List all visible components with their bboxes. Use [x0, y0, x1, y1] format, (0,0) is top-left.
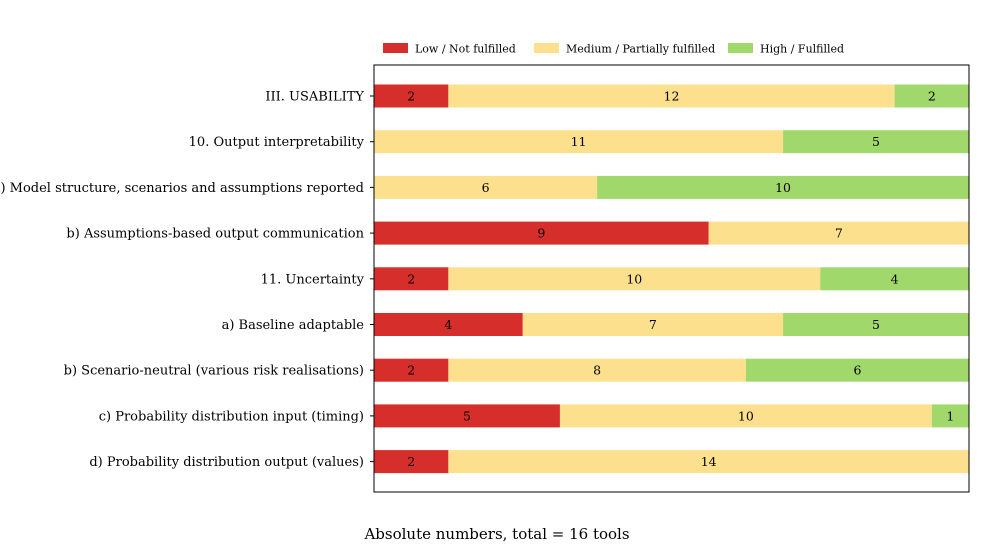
legend-swatch: [383, 43, 408, 53]
y-tick-label: 11. Uncertainty: [261, 272, 365, 287]
bar-value-label: 10: [775, 180, 791, 195]
bar-value-label: 6: [482, 180, 490, 195]
bar-segment: [374, 358, 449, 382]
bar-segment: [374, 450, 449, 474]
bar-segment: [448, 358, 746, 382]
legend-label: High / Fulfilled: [760, 43, 844, 56]
bar-value-label: 2: [928, 89, 936, 104]
bar-value-label: 10: [626, 271, 642, 286]
bar-segment: [374, 267, 449, 291]
bar-value-label: 2: [407, 89, 415, 104]
bar-segment: [783, 130, 969, 154]
bar-segment: [522, 313, 784, 336]
bar-segment: [559, 404, 932, 428]
y-tick-label: c) Probability distribution input (timin…: [99, 409, 364, 424]
legend-label: Low / Not fulfilled: [415, 43, 516, 56]
bar-value-label: 5: [872, 134, 880, 149]
legend-swatch: [728, 43, 753, 53]
y-tick-label: b) Scenario-neutral (various risk realis…: [64, 364, 364, 379]
bar-segment: [448, 84, 895, 108]
y-tick-label: a) Baseline adaptable: [222, 318, 365, 333]
bar-value-label: 7: [649, 317, 657, 332]
bar-segment: [448, 450, 969, 474]
bar-value-label: 2: [407, 454, 415, 469]
bar-segment: [374, 175, 598, 199]
bar-segment: [783, 313, 969, 336]
bar-value-label: 6: [853, 363, 861, 378]
x-axis-label: Absolute numbers, total = 16 tools: [363, 525, 629, 543]
bar-segment: [374, 84, 449, 108]
bar-value-label: 4: [444, 317, 452, 332]
bar-value-label: 11: [571, 134, 587, 149]
bar-value-label: 10: [738, 408, 754, 423]
bar-segment: [708, 221, 969, 245]
bar-value-label: 9: [537, 226, 545, 241]
legend: Low / Not fulfilled Medium / Partially fu…: [383, 43, 844, 56]
bar-value-label: 7: [835, 226, 843, 241]
bar-segment: [374, 404, 560, 428]
bar-segment: [894, 84, 969, 108]
bar-segment: [374, 221, 709, 245]
y-tick-labels: III. USABILITY 10. Output interpretabilit…: [0, 90, 374, 470]
legend-label: Medium / Partially fulfilled: [566, 43, 715, 56]
bar-value-label: 12: [664, 89, 680, 104]
bar-value-label: 1: [946, 408, 954, 423]
legend-swatch: [534, 43, 559, 53]
bar-value-label: 4: [891, 271, 899, 286]
bar-value-label: 2: [407, 271, 415, 286]
y-tick-label: d) Probability distribution output (valu…: [89, 455, 364, 470]
bar-value-label: 2: [407, 363, 415, 378]
y-tick-label: 10. Output interpretability: [189, 135, 365, 150]
y-tick-label: a) Model structure, scenarios and assump…: [0, 181, 364, 196]
bar-segment: [597, 175, 969, 199]
bar-value-label: 14: [701, 454, 717, 469]
y-tick-label: b) Assumptions-based output communicatio…: [66, 227, 364, 242]
bar-segment: [374, 313, 523, 336]
bars: 2 12 211 56 109 72 10 44 7 52 8 65 10 12 14: [374, 84, 969, 474]
bar-segment: [374, 130, 784, 154]
plot-frame: [373, 64, 970, 493]
bar-segment: [820, 267, 969, 291]
y-tick-label: III. USABILITY: [265, 90, 364, 105]
bar-segment: [931, 404, 969, 428]
bar-value-label: 5: [463, 408, 471, 423]
bar-segment: [448, 267, 821, 291]
bar-segment: [745, 358, 969, 382]
bar-value-label: 5: [872, 317, 880, 332]
bar-value-label: 8: [593, 363, 601, 378]
